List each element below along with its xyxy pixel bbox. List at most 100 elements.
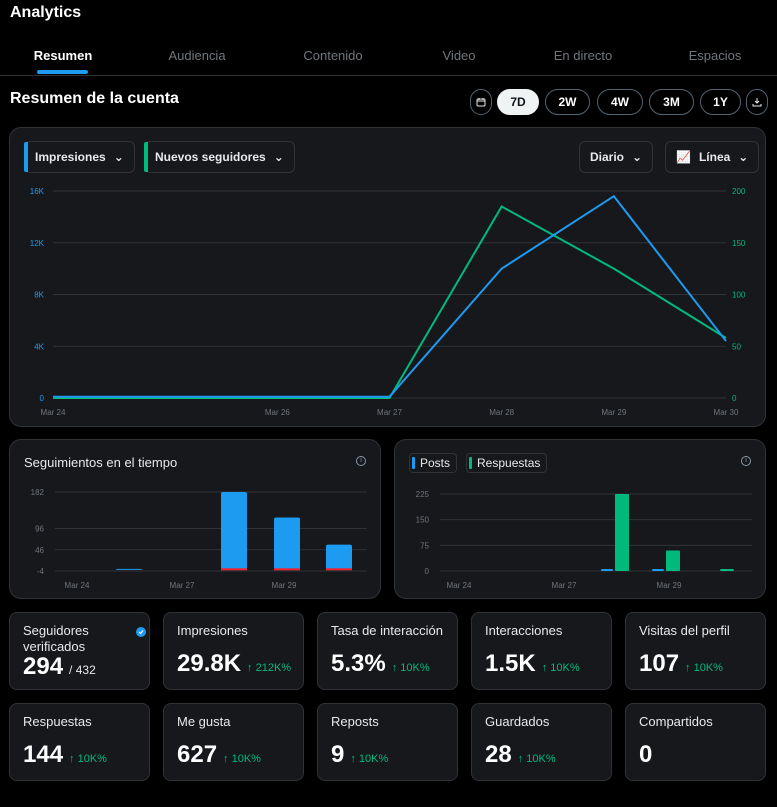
stat-value: 1.5K ↑ 10K% [485, 650, 580, 678]
tab-en-directo[interactable]: En directo [553, 48, 613, 63]
y-tick-label: 182 [31, 488, 45, 497]
stat-value-number: 294 [23, 653, 64, 680]
legend-respuestas-label: Respuestas [477, 456, 541, 470]
stat-value: 294 / 432 [23, 653, 96, 681]
tab-audiencia[interactable]: Audiencia [168, 48, 226, 63]
posts-bar-chart: 225 150 75 0 Mar 24 Mar 27 Mar 29 [416, 490, 752, 590]
stat-card-tasa-interaccion[interactable]: Tasa de interacción 5.3% ↑ 10K% [317, 612, 458, 690]
metric2-color-bar [144, 142, 148, 172]
tab-contenido[interactable]: Contenido [303, 48, 363, 63]
x-tick-label: Mar 29 [601, 408, 626, 417]
stat-delta: ↑ 10K% [350, 753, 389, 765]
download-icon [752, 98, 762, 107]
y-right-tick-label: 100 [732, 291, 746, 300]
chart-type-dropdown[interactable]: 📈 Línea ⌄ [665, 141, 760, 173]
bar-respuestas [720, 569, 734, 571]
stat-card-reposts[interactable]: Reposts 9 ↑ 10K% [317, 703, 458, 781]
stat-delta: ↑ 10K% [517, 753, 556, 765]
range-7d[interactable]: 7D [497, 89, 539, 115]
bar-posts [652, 569, 664, 571]
stat-card-compartidos[interactable]: Compartidos 0 [625, 703, 766, 781]
granularity-label: Diario [590, 150, 625, 164]
chevron-down-icon: ⌄ [738, 150, 749, 164]
stat-value: 9 ↑ 10K% [331, 741, 388, 769]
x-tick-label: Mar 24 [41, 408, 66, 417]
stat-value: 28 ↑ 10K% [485, 741, 556, 769]
legend-posts[interactable]: Posts [409, 453, 458, 473]
range-3m[interactable]: 3M [649, 89, 694, 115]
stat-value-number: 0 [639, 741, 653, 768]
x-tick-label: Mar 28 [489, 408, 514, 417]
stat-value: 107 ↑ 10K% [639, 650, 723, 678]
y-tick-label: 46 [35, 546, 44, 555]
stat-value: 29.8K ↑ 212K% [177, 650, 291, 678]
posts-chart-card: Posts Respuestas i 225 150 75 0 Mar 24 Mar 27… [394, 439, 766, 599]
chevron-down-icon: ⌄ [113, 150, 124, 164]
stat-card-visitas-perfil[interactable]: Visitas del perfil 107 ↑ 10K% [625, 612, 766, 690]
legend-posts-label: Posts [420, 456, 451, 470]
stat-delta: ↑ 212K% [247, 662, 292, 674]
y-left-tick-label: 8K [34, 291, 44, 300]
series-line-impresiones [53, 194, 727, 398]
calendar-button[interactable] [470, 89, 492, 115]
metric2-dropdown[interactable]: Nuevos seguidores ⌄ [144, 141, 295, 173]
x-tick-label: Mar 29 [272, 581, 297, 590]
y-right-tick-label: 50 [732, 342, 741, 351]
tab-video[interactable]: Video [442, 48, 476, 63]
y-left-tick-label: 0 [40, 394, 45, 403]
y-tick-label: 0 [425, 567, 430, 576]
stat-label: Interacciones [485, 623, 563, 638]
tab-bar: Resumen Audiencia Contenido Video En dir… [0, 36, 777, 76]
section-title: Resumen de la cuenta [10, 90, 179, 107]
bar-unfollows [274, 568, 300, 571]
metric1-color-bar [24, 142, 28, 172]
bar-follows [326, 544, 352, 570]
line-chart-icon: 📈 [676, 150, 691, 164]
page-title: Analytics [10, 4, 82, 21]
x-tick-label: Mar 24 [65, 581, 90, 590]
follows-chart-card: Seguimientos en el tiempo i 182 96 46 -4 Mar… [9, 439, 381, 599]
stat-card-guardados[interactable]: Guardados 28 ↑ 10K% [471, 703, 612, 781]
stat-value: 5.3% ↑ 10K% [331, 650, 430, 678]
calendar-icon [476, 98, 486, 107]
stat-label: Me gusta [177, 714, 231, 729]
range-1y[interactable]: 1Y [700, 89, 741, 115]
granularity-dropdown[interactable]: Diario ⌄ [579, 141, 654, 173]
x-tick-label: Mar 24 [447, 581, 472, 590]
bar-unfollows [221, 568, 247, 571]
legend-respuestas[interactable]: Respuestas [466, 453, 548, 473]
download-button[interactable] [746, 89, 768, 115]
y-right-tick-label: 200 [732, 187, 746, 196]
chart-type-label: Línea [698, 150, 731, 164]
stat-card-seguidores-verificados[interactable]: Seguidores verificados 294 / 432 [9, 612, 150, 690]
stat-label: Impresiones [177, 623, 248, 638]
stat-card-me-gusta[interactable]: Me gusta 627 ↑ 10K% [163, 703, 304, 781]
stat-delta: ↑ 10K% [69, 753, 107, 765]
stat-card-impresiones[interactable]: Impresiones 29.8K ↑ 212K% [163, 612, 304, 690]
info-icon[interactable]: i [741, 456, 751, 466]
stat-label: Visitas del perfil [639, 623, 730, 638]
stat-value-number: 627 [177, 741, 218, 768]
x-tick-label: Mar 27 [377, 408, 402, 417]
stat-card-respuestas[interactable]: Respuestas 144 ↑ 10K% [9, 703, 150, 781]
metric2-label: Nuevos seguidores [155, 150, 266, 164]
metric1-dropdown[interactable]: Impresiones ⌄ [24, 141, 135, 173]
y-left-tick-label: 16K [30, 187, 45, 196]
chevron-down-icon: ⌄ [273, 150, 284, 164]
tab-espacios[interactable]: Espacios [688, 48, 742, 63]
stat-value-number: 28 [485, 741, 512, 768]
range-2w[interactable]: 2W [545, 89, 590, 115]
stat-value: 627 ↑ 10K% [177, 741, 261, 769]
y-tick-label: 75 [420, 541, 429, 550]
tab-resumen[interactable]: Resumen [33, 48, 93, 63]
stat-card-interacciones[interactable]: Interacciones 1.5K ↑ 10K% [471, 612, 612, 690]
y-tick-label: 150 [416, 516, 430, 525]
range-4w[interactable]: 4W [597, 89, 643, 115]
legend-respuestas-color [469, 457, 472, 469]
x-tick-label: Mar 27 [170, 581, 195, 590]
info-icon[interactable]: i [356, 456, 366, 466]
stat-delta: ↑ 10K% [685, 662, 723, 674]
stat-label: Respuestas [23, 714, 92, 729]
stat-label: Guardados [485, 714, 550, 729]
stat-value-number: 29.8K [177, 650, 242, 677]
